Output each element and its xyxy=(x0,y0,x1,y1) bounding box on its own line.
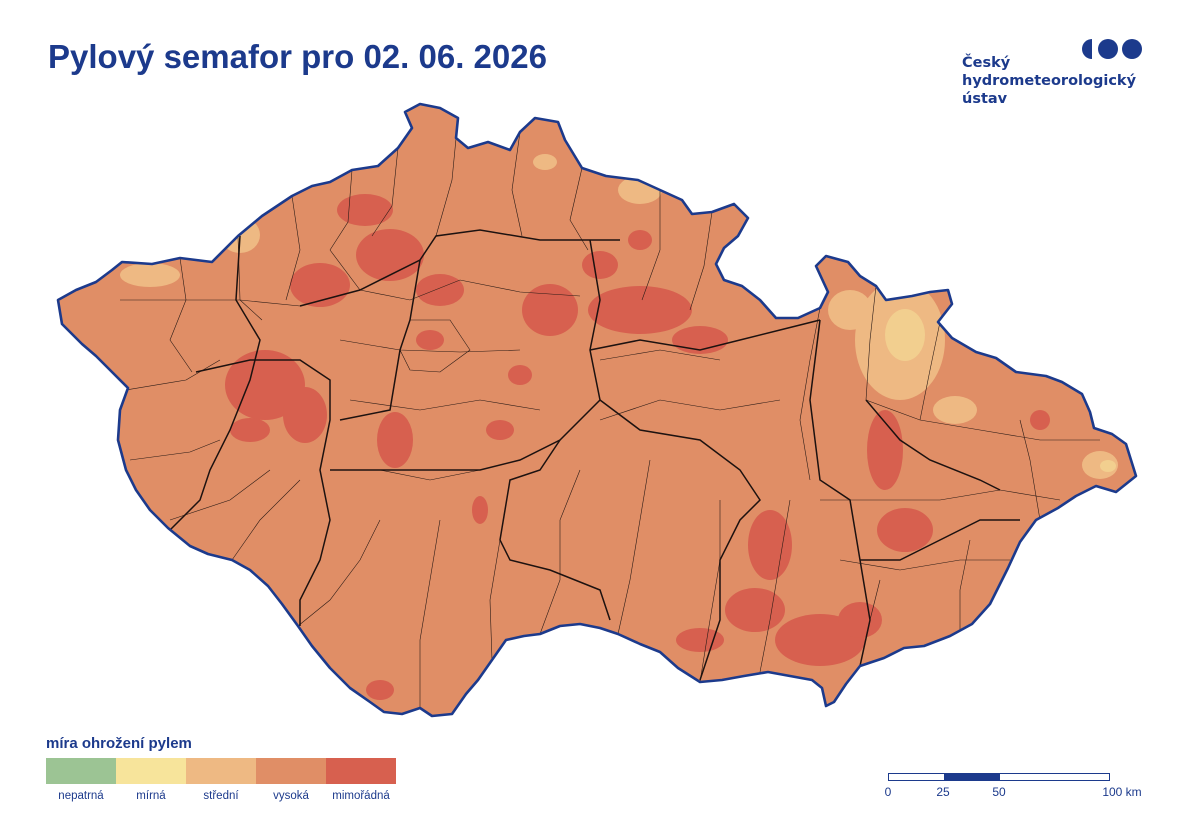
chmi-dots-logo-icon xyxy=(1082,39,1142,59)
map-patches xyxy=(120,154,1118,700)
region-boundaries xyxy=(169,229,1020,681)
scale-label-50: 50 xyxy=(992,785,1006,799)
logo-line-3: ústav xyxy=(962,91,1008,107)
logo-line-2: hydrometeorologický xyxy=(962,73,1137,89)
legend-title: míra ohrožení pylem xyxy=(46,735,192,752)
legend-swatch-mimoradna xyxy=(326,758,396,784)
scale-bar-frame xyxy=(888,773,1110,781)
legend-swatch-nepatrna xyxy=(46,758,116,784)
legend-swatch-mirna xyxy=(116,758,186,784)
legend-label-stredni: střední xyxy=(203,790,239,802)
scale-bar-segment xyxy=(944,774,1000,780)
scale-label-100: 100 km xyxy=(1102,785,1142,799)
map-title: Pylový semafor pro 02. 06. 2026 xyxy=(48,38,547,75)
scale-bar: 0 25 50 100 km xyxy=(884,770,1144,810)
legend-label-mimoradna: mimořádná xyxy=(332,790,390,802)
legend-label-nepatrna: nepatrná xyxy=(58,790,104,802)
scale-label-25: 25 xyxy=(936,785,950,799)
legend-swatch-stredni xyxy=(186,758,256,784)
scale-label-0: 0 xyxy=(884,785,892,799)
legend-labels: nepatrná mírná střední vysoká mimořádná xyxy=(46,790,396,802)
legend-label-vysoka: vysoká xyxy=(273,790,309,802)
logo-line-1: Český xyxy=(962,55,1011,71)
chmi-logo[interactable]: Český hydrometeorologický ústav xyxy=(962,38,1152,118)
logo-text: Český hydrometeorologický ústav xyxy=(962,54,1136,108)
legend-label-mirna: mírná xyxy=(136,790,166,802)
legend-swatch-vysoka xyxy=(256,758,326,784)
district-boundaries xyxy=(120,117,1100,708)
legend-bar xyxy=(46,758,396,784)
